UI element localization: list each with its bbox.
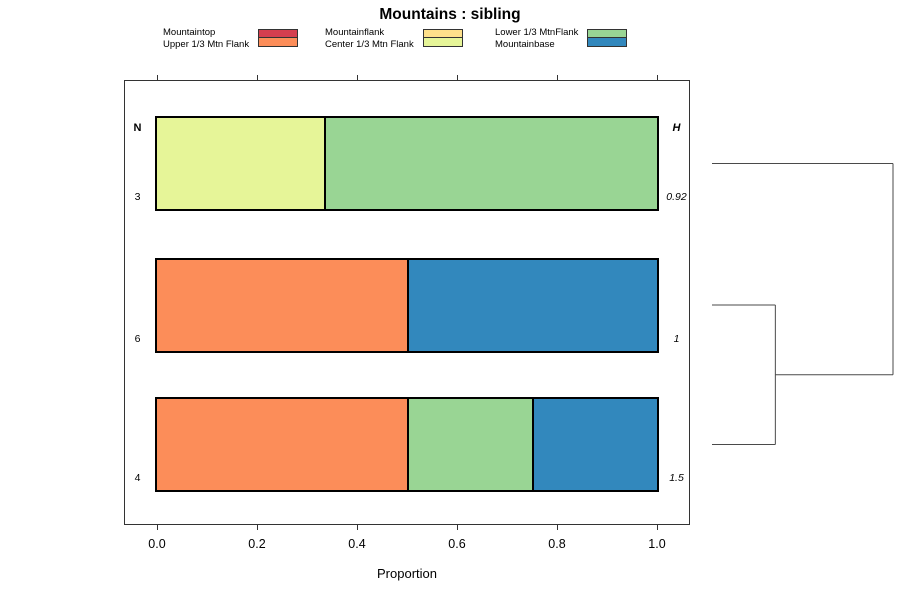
legend-swatch-block [587,28,628,47]
legend-label: Center 1/3 Mtn Flank [325,38,414,50]
h-column-header: H [672,122,681,134]
x-tick-label: 0.0 [148,537,166,551]
legend-swatch [258,37,299,47]
x-tick [357,75,358,80]
x-tick [557,75,558,80]
n-value: 4 [134,472,141,484]
bar-row [155,397,659,492]
legend-label-block: Mountainflank Center 1/3 Mtn Flank [325,27,414,50]
bar-segment [157,118,324,209]
x-tick [357,525,358,530]
legend-label: Lower 1/3 MtnFlank [495,27,579,38]
bar-segment [323,118,657,209]
bar-segment [157,259,407,351]
x-tick [457,525,458,530]
legend-label: Mountainflank [325,27,385,38]
legend-swatch-block [258,28,299,47]
plot-box [124,80,690,525]
x-tick-label: 0.2 [248,537,266,551]
x-axis-label: Proportion [377,566,437,581]
x-tick-label: 1.0 [648,537,666,551]
x-tick [657,525,658,530]
bar-segment [407,259,657,351]
x-tick [557,525,558,530]
legend-column: Lower 1/3 MtnFlank Mountainbase [495,27,628,50]
n-value: 3 [134,191,141,203]
bar-segment [407,399,532,490]
n-value: 6 [134,332,141,345]
x-tick-label: 0.4 [348,537,366,551]
x-tick [457,75,458,80]
legend-swatch [587,37,628,47]
h-value: 0.92 [666,191,687,203]
x-tick [257,75,258,80]
legend-label: Mountaintop [163,27,216,38]
x-tick [257,525,258,530]
legend-label: Mountainbase [495,38,555,50]
legend-swatch [422,37,463,47]
x-tick-label: 0.6 [448,537,466,551]
h-value: 1.5 [669,472,684,484]
x-tick [157,75,158,80]
x-tick-label: 0.8 [548,537,566,551]
x-tick [657,75,658,80]
legend-column: Mountaintop Upper 1/3 Mtn Flank [163,27,299,50]
legend-label: Upper 1/3 Mtn Flank [163,38,250,50]
legend-label-block: Mountaintop Upper 1/3 Mtn Flank [163,27,249,50]
legend-swatch-block [422,28,463,47]
h-value: 1 [673,332,680,345]
chart-title: Mountains : sibling [379,6,521,23]
bar-row [155,257,659,353]
bar-segment [532,399,657,490]
legend-column: Mountainflank Center 1/3 Mtn Flank [325,27,463,50]
bar-segment [157,399,407,490]
n-column-header: N [133,122,142,134]
bar-row [155,116,659,211]
legend-label-block: Lower 1/3 MtnFlank Mountainbase [495,27,578,50]
x-tick [157,525,158,530]
